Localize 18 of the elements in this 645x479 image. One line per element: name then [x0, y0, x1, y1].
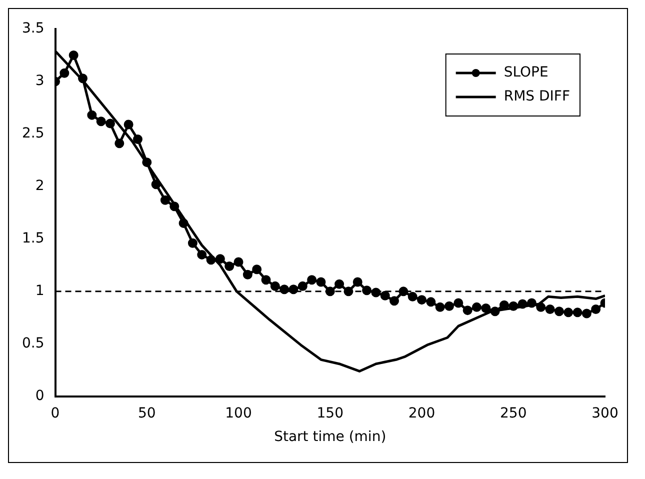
legend-label: SLOPE	[504, 64, 548, 81]
y-tick-label: 2	[35, 178, 44, 194]
legend-label: RMS DIFF	[504, 88, 570, 105]
y-tick-label: 1.5	[22, 230, 44, 247]
x-tick-label: 50	[138, 405, 156, 422]
y-tick-label: 3	[35, 73, 44, 90]
y-tick-label: 3.5	[22, 20, 44, 37]
y-tick-label: 1	[35, 283, 44, 300]
x-tick-label: 150	[316, 405, 344, 422]
x-tick-label: 300	[592, 405, 618, 422]
y-tick-label: 2.5	[22, 126, 44, 142]
x-tick-label: 100	[225, 405, 252, 422]
y-tick-label: 0	[35, 388, 44, 404]
x-tick-label: 200	[408, 405, 436, 422]
x-axis-title: Start time (min)	[274, 429, 386, 446]
x-tick-label: 250	[500, 405, 527, 422]
y-tick-label: 0.5	[22, 336, 44, 352]
x-tick-label: 0	[50, 405, 60, 422]
